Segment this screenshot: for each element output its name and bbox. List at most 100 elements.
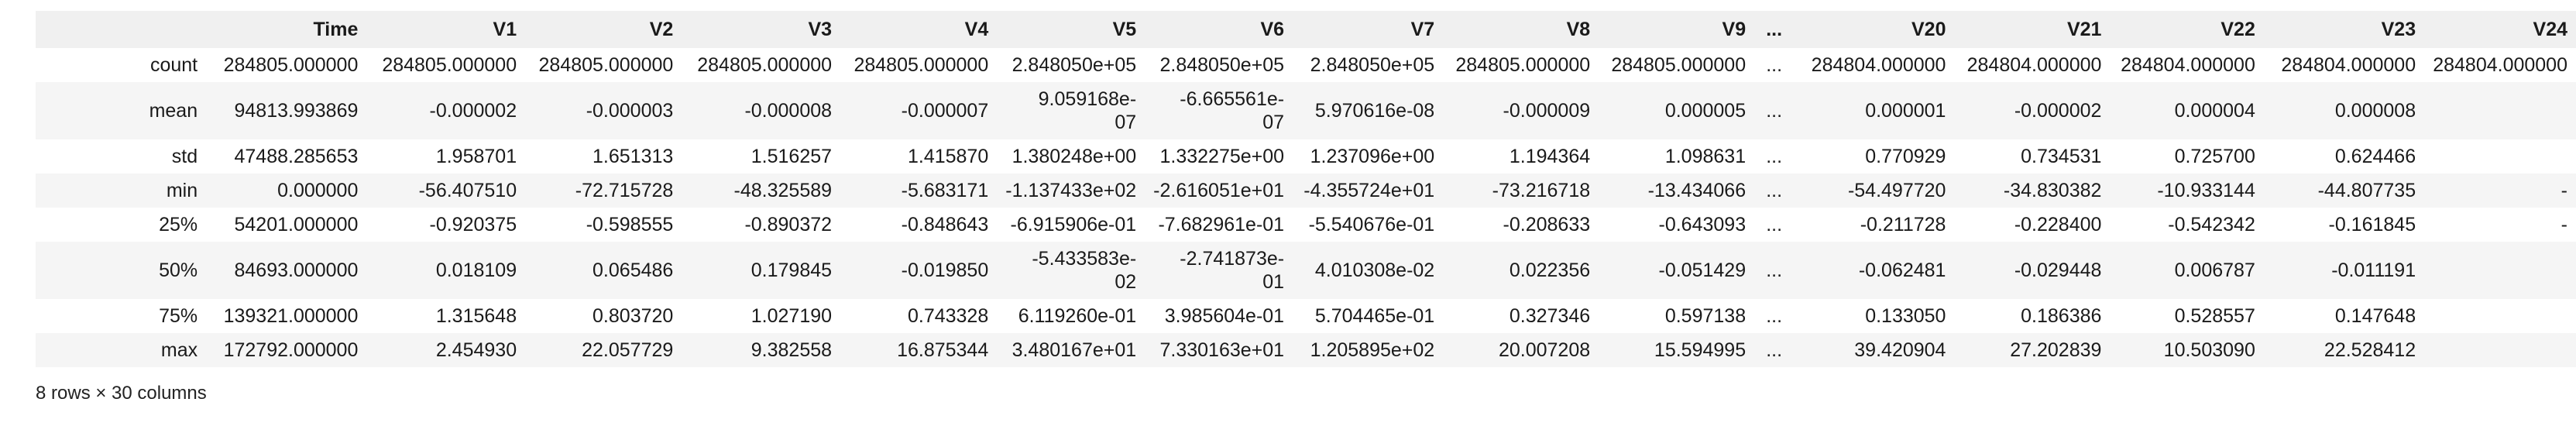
table-cell: 0.133050 (1865, 304, 1946, 327)
table-cell: ... (1766, 259, 1783, 281)
table-cell: 22.528412 (2324, 339, 2416, 361)
table-cell: 0.000004 (2174, 99, 2255, 122)
table-cell: -54.497720 (1847, 179, 1946, 201)
table-row: count 284805.000000 284805.000000 284805.00… (36, 48, 2576, 82)
table-cell: -34.830382 (2003, 179, 2102, 201)
table-cell: 10.503090 (2163, 339, 2255, 361)
table-cell: -0.000007 (901, 99, 989, 122)
column-header-v21: V21 (1954, 11, 2111, 48)
table-cell (2424, 299, 2576, 333)
table-cell: -2.741873e- 01 (1180, 248, 1285, 293)
table-cell: 1.237096e+00 (1310, 145, 1435, 167)
table-cell: -6.915906e-01 (1010, 213, 1137, 235)
table-cell: -5.540676e-01 (1308, 213, 1435, 235)
table-cell: 0.743328 (907, 304, 989, 327)
table-cell: 0.327346 (1509, 304, 1591, 327)
table-cell: 7.330163e+01 (1159, 339, 1285, 361)
table-cell: 172792.000000 (223, 339, 359, 361)
table-cell: ... (1766, 145, 1783, 167)
table-cell: 284804.000000 (2433, 53, 2567, 76)
table-cell: 9.382558 (750, 339, 833, 361)
table-cell: -0.228400 (2014, 213, 2102, 235)
table-row: 50% 84693.000000 0.018109 0.065486 0.179845 -… (36, 242, 2576, 299)
table-cell: 1.415870 (907, 145, 989, 167)
row-index-label: min (166, 179, 198, 201)
table-cell: - (2561, 213, 2567, 235)
table-cell: -0.051429 (1658, 259, 1747, 281)
table-row: max 172792.000000 2.454930 22.057729 9.38255… (36, 333, 2576, 367)
table-cell: 2.848050e+05 (1159, 53, 1285, 76)
table-cell: 284804.000000 (1811, 53, 1946, 76)
table-cell: -0.598555 (586, 213, 674, 235)
table-cell: 9.059168e- 07 (1038, 88, 1137, 133)
table-cell: ... (1766, 339, 1783, 361)
table-cell: 1.098631 (1664, 145, 1747, 167)
table-cell: 47488.285653 (234, 145, 359, 167)
table-cell: 0.725700 (2174, 145, 2255, 167)
table-cell: -10.933144 (2157, 179, 2255, 201)
table-cell: 54201.000000 (234, 213, 359, 235)
table-cell: 2.848050e+05 (1012, 53, 1137, 76)
table-cell: 27.202839 (2010, 339, 2102, 361)
table-cell: ... (1766, 179, 1783, 201)
table-cell: 0.000005 (1664, 99, 1747, 122)
table-cell: 0.186386 (2021, 304, 2102, 327)
table-cell: 0.000008 (2334, 99, 2416, 122)
column-header-v6: V6 (1145, 11, 1293, 48)
table-cell: 0.624466 (2334, 145, 2416, 167)
table-cell: 0.528557 (2174, 304, 2255, 327)
table-cell: 284805.000000 (382, 53, 517, 76)
table-cell: -0.019850 (901, 259, 989, 281)
table-cell: -1.137433e+02 (1005, 179, 1137, 201)
table-cell: 284805.000000 (223, 53, 359, 76)
table-cell: 15.594995 (1654, 339, 1747, 361)
describe-table: Time V1 V2 V3 V4 V5 V6 V7 V8 V9... V20 V21 V22 V23 V24… (36, 11, 2576, 367)
table-cell: 0.000000 (277, 179, 359, 201)
table-cell: 20.007208 (1498, 339, 1591, 361)
table-cell: 284804.000000 (2281, 53, 2416, 76)
table-row: 75% 139321.000000 1.315648 0.803720 1.027190… (36, 299, 2576, 333)
table-cell: 1.205895e+02 (1310, 339, 1435, 361)
table-row: mean 94813.993869 -0.000002 -0.000003 -0.000… (36, 82, 2576, 139)
table-cell: -48.325589 (733, 179, 833, 201)
table-cell: 284804.000000 (2121, 53, 2255, 76)
table-cell: -72.715728 (575, 179, 674, 201)
table-cell: -0.920375 (429, 213, 517, 235)
column-header-v8: V8 (1443, 11, 1599, 48)
table-cell: 139321.000000 (223, 304, 359, 327)
table-cell: 284805.000000 (538, 53, 674, 76)
row-index-label: count (149, 53, 198, 76)
table-cell: 284805.000000 (697, 53, 833, 76)
table-cell: ... (1766, 304, 1783, 327)
table-cell: 0.734531 (2021, 145, 2102, 167)
table-cell: -0.643093 (1658, 213, 1747, 235)
table-cell: 39.420904 (1854, 339, 1946, 361)
table-cell: 0.022356 (1509, 259, 1591, 281)
table-cell: -5.433583e- 02 (1032, 248, 1137, 293)
table-cell: -0.890372 (744, 213, 833, 235)
table-row: min 0.000000 -56.407510 -72.715728 -48.32558… (36, 174, 2576, 208)
table-cell: 0.179845 (750, 259, 833, 281)
column-header-v20: V20 (1794, 11, 1955, 48)
column-header-v22: V22 (2110, 11, 2264, 48)
table-cell: -7.682961e-01 (1158, 213, 1285, 235)
table-cell: - (2561, 179, 2567, 201)
column-header-v9: V9 (1599, 11, 1755, 48)
table-cell: -0.000008 (744, 99, 833, 122)
table-cell: ... (1766, 213, 1783, 235)
column-header-v4: V4 (840, 11, 998, 48)
column-header-v7: V7 (1293, 11, 1444, 48)
table-cell (2424, 333, 2576, 367)
table-cell: 3.985604e-01 (1164, 304, 1285, 327)
table-cell: 0.000001 (1865, 99, 1946, 122)
column-header-v1: V1 (366, 11, 526, 48)
table-cell: 5.704465e-01 (1314, 304, 1435, 327)
table-header-row: Time V1 V2 V3 V4 V5 V6 V7 V8 V9... V20 V21 V22 V23 V24 (36, 11, 2576, 48)
table-cell: 6.119260e-01 (1018, 304, 1137, 327)
table-cell: 94813.993869 (234, 99, 359, 122)
row-index-label: 25% (159, 213, 198, 235)
table-cell: 22.057729 (582, 339, 674, 361)
table-cell: -0.211728 (1860, 213, 1946, 235)
table-cell: -0.848643 (901, 213, 989, 235)
table-row: std 47488.285653 1.958701 1.651313 1.516257 1… (36, 139, 2576, 174)
